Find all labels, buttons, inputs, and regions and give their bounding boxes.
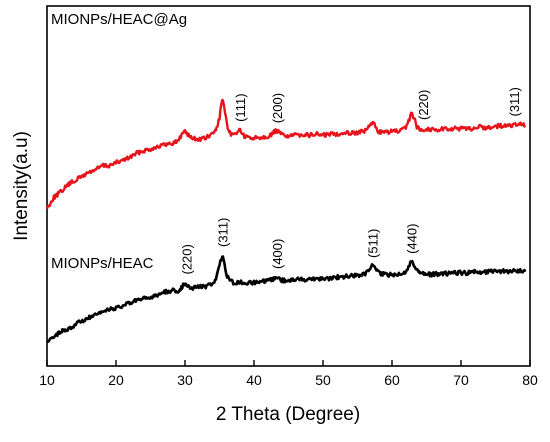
x-tick-label-80: 80 <box>522 372 538 388</box>
series-layer <box>45 98 527 343</box>
x-tick-label-60: 60 <box>384 372 400 388</box>
peak-label-4: (220) <box>179 244 194 274</box>
x-tick-label-50: 50 <box>315 372 331 388</box>
peak-annotations: (111) (200) (220) (311) (220) (311) (400) (511)… <box>179 87 522 274</box>
x-axis-label: 2 Theta (Degree) <box>216 404 360 425</box>
series-line-mionps-heac-ag <box>45 98 527 210</box>
peak-label-2: (220) <box>416 90 431 120</box>
series-line-mionps-heac <box>46 255 527 343</box>
peak-label-8: (440) <box>404 224 419 254</box>
plot-frame <box>46 5 531 367</box>
x-tick-label-10: 10 <box>39 372 55 388</box>
x-tick-label-30: 30 <box>177 372 193 388</box>
x-tick-label-20: 20 <box>108 372 124 388</box>
series-label-mionps-heac: MIONPs/HEAC <box>51 255 154 272</box>
peak-label-7: (511) <box>366 229 381 258</box>
x-tick-label-70: 70 <box>453 372 469 388</box>
y-axis-label: Intensity(a.u) <box>11 131 32 241</box>
x-tick-label-40: 40 <box>246 372 262 388</box>
peak-label-0: (111) <box>233 93 248 121</box>
x-axis-ticks: 10 20 30 40 50 60 70 80 <box>39 360 538 388</box>
peak-label-5: (311) <box>215 218 230 247</box>
series-label-mionps-heac-ag: MIONPs/HEAC@Ag <box>51 11 187 28</box>
peak-label-3: (311) <box>507 87 522 116</box>
peak-label-6: (400) <box>270 239 285 269</box>
peak-label-1: (200) <box>270 93 285 123</box>
